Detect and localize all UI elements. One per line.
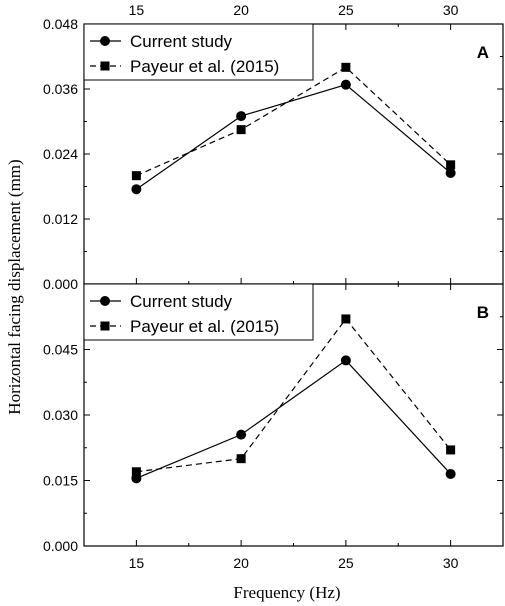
data-point-circle xyxy=(445,468,456,479)
y-tick-label: 0.045 xyxy=(43,342,78,358)
data-point-square xyxy=(131,171,141,181)
series-line-payeur xyxy=(136,317,452,473)
legend-box xyxy=(83,23,314,81)
data-point-circle xyxy=(340,79,351,90)
panel-label: A xyxy=(477,43,489,62)
y-tick-label: 0.048 xyxy=(43,16,78,32)
data-point-square xyxy=(341,314,351,324)
series-line-payeur xyxy=(136,66,452,177)
data-point-square xyxy=(131,467,141,477)
x-tick-label-top: 25 xyxy=(338,2,354,18)
y-tick-label: 0.036 xyxy=(43,81,78,97)
legend-marker-circle xyxy=(100,296,110,306)
panel-label: B xyxy=(477,303,489,322)
legend-marker-circle xyxy=(100,36,110,46)
series-line-current-study xyxy=(136,359,452,479)
panel-b: 0.000 0.015 0.030 0.045 15 20 25 30 Current stud… xyxy=(43,283,504,571)
legend-label: Payeur et al. (2015) xyxy=(130,57,279,76)
y-tick-label: 0.024 xyxy=(43,146,78,162)
y-tick-label: 0.000 xyxy=(43,276,78,292)
data-point-circle xyxy=(236,429,247,440)
x-axis-title: Frequency (Hz) xyxy=(233,583,340,602)
series-line-current-study xyxy=(136,83,452,190)
data-point-square xyxy=(446,160,456,170)
x-tick-label: 30 xyxy=(443,555,459,571)
y-tick-label: 0.000 xyxy=(43,538,78,554)
y-tick-label: 0.012 xyxy=(43,211,78,227)
data-point-circle xyxy=(236,111,247,122)
x-tick-label: 20 xyxy=(233,555,249,571)
y-tick-label: 0.030 xyxy=(43,407,78,423)
x-tick-label-top: 30 xyxy=(443,2,459,18)
panel-a: 0.000 0.012 0.024 0.036 0.048 15 20 25 30 Current… xyxy=(43,2,504,292)
x-tick-label-top: 15 xyxy=(129,2,145,18)
x-tick-label: 25 xyxy=(338,555,354,571)
data-point-circle xyxy=(340,355,351,366)
data-point-circle xyxy=(445,167,456,178)
legend-marker-square xyxy=(100,321,110,331)
legend-label: Current study xyxy=(130,32,233,51)
data-point-square xyxy=(236,125,246,135)
data-point-square xyxy=(236,454,246,464)
data-point-square xyxy=(341,62,351,72)
legend-label: Payeur et al. (2015) xyxy=(130,317,279,336)
x-tick-label-top: 20 xyxy=(233,2,249,18)
x-tick-label: 15 xyxy=(129,555,145,571)
y-tick-label: 0.015 xyxy=(43,473,78,489)
y-axis-title: Horizontal facing displacement (mm) xyxy=(5,159,24,414)
legend-box xyxy=(83,283,314,341)
data-point-circle xyxy=(131,184,142,195)
data-point-square xyxy=(446,445,456,455)
legend-marker-square xyxy=(100,61,110,71)
legend-label: Current study xyxy=(130,292,233,311)
